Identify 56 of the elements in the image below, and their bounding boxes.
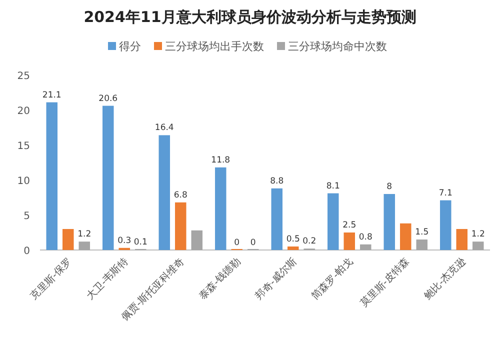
legend-label: 三分球场均命中次数 (288, 40, 387, 53)
bar (158, 135, 170, 250)
data-label: 8 (386, 182, 392, 192)
bar (416, 240, 428, 250)
data-label: 1.2 (471, 230, 485, 240)
bar (400, 223, 412, 250)
bar (344, 232, 355, 250)
data-label: 0 (234, 238, 240, 248)
bar (215, 167, 226, 250)
data-label: 0.5 (286, 234, 300, 244)
x-tick-label: 大卫-韦斯特 (84, 256, 130, 302)
data-label: 21.1 (42, 90, 62, 100)
data-label: 0.3 (118, 236, 132, 246)
data-label: 2.5 (342, 220, 356, 230)
data-label: 6.8 (174, 190, 188, 200)
data-label: 20.6 (98, 94, 118, 104)
data-label: 11.8 (211, 155, 230, 166)
legend-label: 得分 (119, 40, 141, 53)
bar (456, 229, 468, 250)
data-label: 8.1 (326, 181, 340, 192)
data-label: 7.1 (438, 188, 452, 198)
x-tick-label: 鲍比-杰克逊 (422, 256, 468, 302)
bar (191, 230, 202, 250)
y-tick-label: 0 (24, 246, 30, 257)
x-tick-label: 克里斯-保罗 (28, 256, 74, 302)
bar (360, 244, 372, 250)
x-tick-label: 邦奇-威尔斯 (252, 256, 300, 302)
data-label: 1.5 (415, 228, 429, 238)
y-tick-label: 20 (17, 106, 30, 117)
y-tick-label: 15 (17, 141, 30, 152)
data-label: 0.1 (134, 237, 148, 248)
bar (271, 188, 282, 250)
y-tick-label: 5 (24, 211, 30, 222)
bar (288, 246, 299, 250)
data-label: 0.2 (302, 236, 316, 247)
bar (78, 242, 90, 250)
y-tick-label: 10 (17, 176, 30, 187)
data-label: 16.4 (154, 123, 174, 134)
x-tick-label: 简森罗-帕戈 (309, 256, 356, 302)
data-label: 0 (250, 238, 256, 248)
data-label: 8.8 (270, 176, 284, 186)
bar (102, 106, 114, 250)
y-tick-label: 25 (17, 71, 30, 82)
bar (46, 102, 58, 250)
x-tick-label: 莫里斯-皮特森 (358, 256, 412, 310)
bar (62, 229, 74, 250)
bar (440, 200, 452, 250)
chart-title: 2024年11月意大利球员身价波动分析与走势预测 (84, 8, 416, 26)
data-label: 1.2 (78, 230, 92, 240)
legend-label: 三分球场均出手次数 (165, 40, 264, 53)
data-label: 0.8 (358, 232, 372, 242)
bar (472, 242, 484, 250)
bar (175, 202, 186, 250)
bar (384, 194, 395, 250)
x-tick-label: 泰森-钱德勒 (196, 256, 243, 302)
bar (328, 193, 339, 250)
